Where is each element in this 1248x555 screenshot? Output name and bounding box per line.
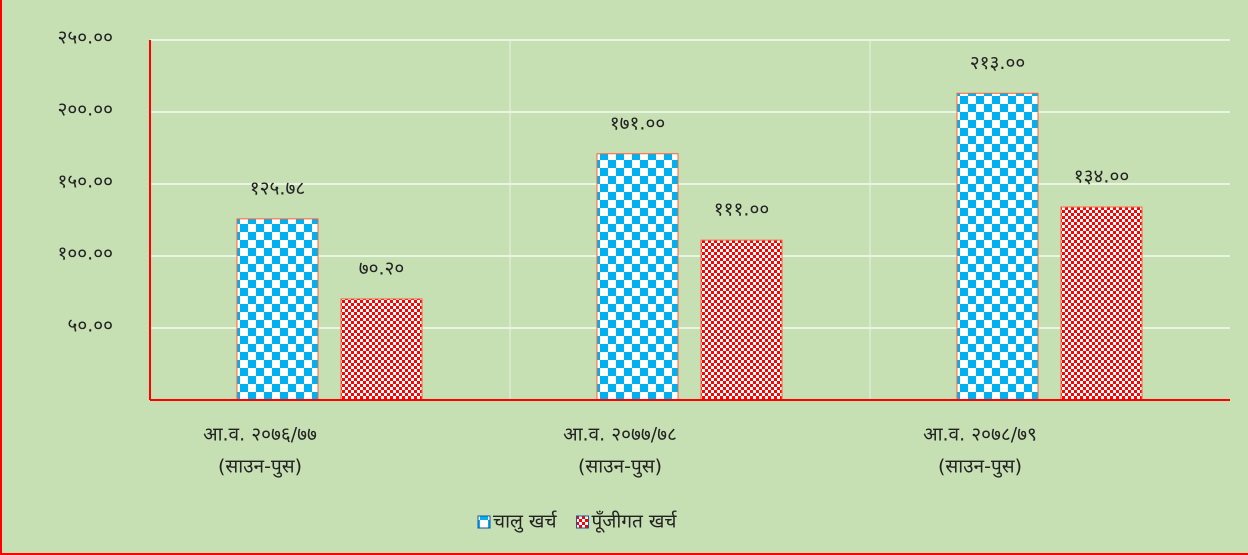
x-tick-label: आ.व. २०७८/७९ xyxy=(923,424,1037,446)
bar xyxy=(700,239,783,401)
x-tick-label: आ.व. २०७७/७८ xyxy=(563,424,677,446)
x-tick-label: (साउन-पुस) xyxy=(578,456,662,479)
data-label: ७०.२० xyxy=(359,257,405,279)
x-tick-label: (साउन-पुस) xyxy=(938,456,1022,479)
legend-swatch xyxy=(576,515,590,529)
bar xyxy=(956,92,1039,401)
x-tick-label: आ.व. २०७६/७७ xyxy=(203,424,317,446)
y-tick-label: २००.०० xyxy=(58,99,113,121)
y-tick-label: २५०.०० xyxy=(58,27,113,49)
data-label: १३४.०० xyxy=(1074,166,1129,188)
bar xyxy=(1060,206,1143,401)
bar xyxy=(236,218,319,401)
bar xyxy=(340,298,423,401)
data-label: २१३.०० xyxy=(970,52,1025,74)
legend-label: पूँजीगत खर्च xyxy=(592,510,678,534)
x-tick-label: (साउन-पुस) xyxy=(218,456,302,479)
legend-label: चालु खर्च xyxy=(493,510,558,534)
y-tick-label: १००.०० xyxy=(58,243,113,265)
y-tick-label: ५०.०० xyxy=(67,315,113,337)
y-tick-label: १५०.०० xyxy=(58,171,113,193)
data-label: १२५.७८ xyxy=(250,177,305,199)
bar xyxy=(596,153,679,401)
legend-swatch xyxy=(477,515,491,529)
data-label: १११.०० xyxy=(714,199,769,221)
data-label: १७१.०० xyxy=(610,112,665,134)
